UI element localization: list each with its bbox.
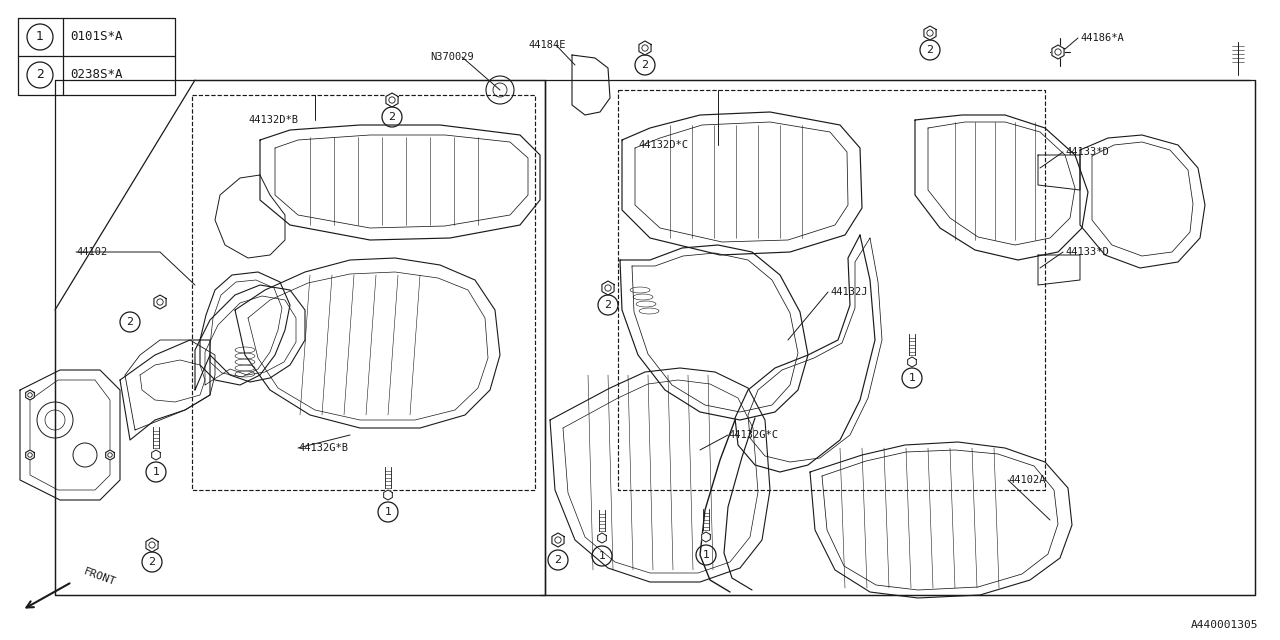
Circle shape bbox=[554, 537, 561, 543]
Circle shape bbox=[157, 299, 163, 305]
Circle shape bbox=[927, 30, 933, 36]
Text: 1: 1 bbox=[152, 467, 160, 477]
Polygon shape bbox=[701, 532, 710, 542]
Text: 2: 2 bbox=[388, 112, 396, 122]
Circle shape bbox=[1055, 49, 1061, 55]
Circle shape bbox=[605, 285, 611, 291]
Polygon shape bbox=[602, 281, 614, 295]
Text: 2: 2 bbox=[927, 45, 933, 55]
Text: 1: 1 bbox=[384, 507, 392, 517]
Polygon shape bbox=[154, 295, 166, 309]
Circle shape bbox=[641, 45, 648, 51]
Polygon shape bbox=[552, 533, 564, 547]
Text: 44132J: 44132J bbox=[829, 287, 868, 297]
Polygon shape bbox=[908, 357, 916, 367]
Text: 44102A: 44102A bbox=[1009, 475, 1046, 485]
Text: 44184E: 44184E bbox=[529, 40, 566, 50]
Text: 44102: 44102 bbox=[76, 247, 108, 257]
Text: 44132D*C: 44132D*C bbox=[637, 140, 689, 150]
Text: 2: 2 bbox=[641, 60, 649, 70]
Polygon shape bbox=[106, 450, 114, 460]
Text: 2: 2 bbox=[148, 557, 156, 567]
Circle shape bbox=[28, 452, 32, 457]
Text: 44186*A: 44186*A bbox=[1080, 33, 1124, 43]
Text: 44133*D: 44133*D bbox=[1065, 147, 1108, 157]
Polygon shape bbox=[924, 26, 936, 40]
Text: 2: 2 bbox=[604, 300, 612, 310]
Text: 1: 1 bbox=[703, 550, 709, 560]
Text: 0238S*A: 0238S*A bbox=[70, 68, 123, 81]
Polygon shape bbox=[639, 41, 652, 55]
Polygon shape bbox=[151, 450, 160, 460]
Text: 44132G*C: 44132G*C bbox=[728, 430, 778, 440]
Text: 1: 1 bbox=[599, 551, 605, 561]
Text: 2: 2 bbox=[554, 555, 562, 565]
Circle shape bbox=[148, 542, 155, 548]
Text: 44133*D: 44133*D bbox=[1065, 247, 1108, 257]
Text: 0101S*A: 0101S*A bbox=[70, 31, 123, 44]
Text: FRONT: FRONT bbox=[82, 566, 118, 588]
Text: 1: 1 bbox=[36, 31, 44, 44]
Text: 44132G*B: 44132G*B bbox=[298, 443, 348, 453]
Circle shape bbox=[108, 452, 113, 457]
Text: 44132D*B: 44132D*B bbox=[248, 115, 298, 125]
Text: A440001305: A440001305 bbox=[1190, 620, 1258, 630]
Polygon shape bbox=[26, 450, 35, 460]
Text: 2: 2 bbox=[36, 68, 44, 81]
Polygon shape bbox=[598, 533, 607, 543]
Polygon shape bbox=[1052, 45, 1064, 59]
Text: N370029: N370029 bbox=[430, 52, 474, 62]
Circle shape bbox=[28, 393, 32, 397]
Polygon shape bbox=[384, 490, 393, 500]
Text: 2: 2 bbox=[127, 317, 133, 327]
Polygon shape bbox=[146, 538, 157, 552]
Text: 1: 1 bbox=[909, 373, 915, 383]
Polygon shape bbox=[387, 93, 398, 107]
Circle shape bbox=[389, 97, 396, 103]
Polygon shape bbox=[26, 390, 35, 400]
